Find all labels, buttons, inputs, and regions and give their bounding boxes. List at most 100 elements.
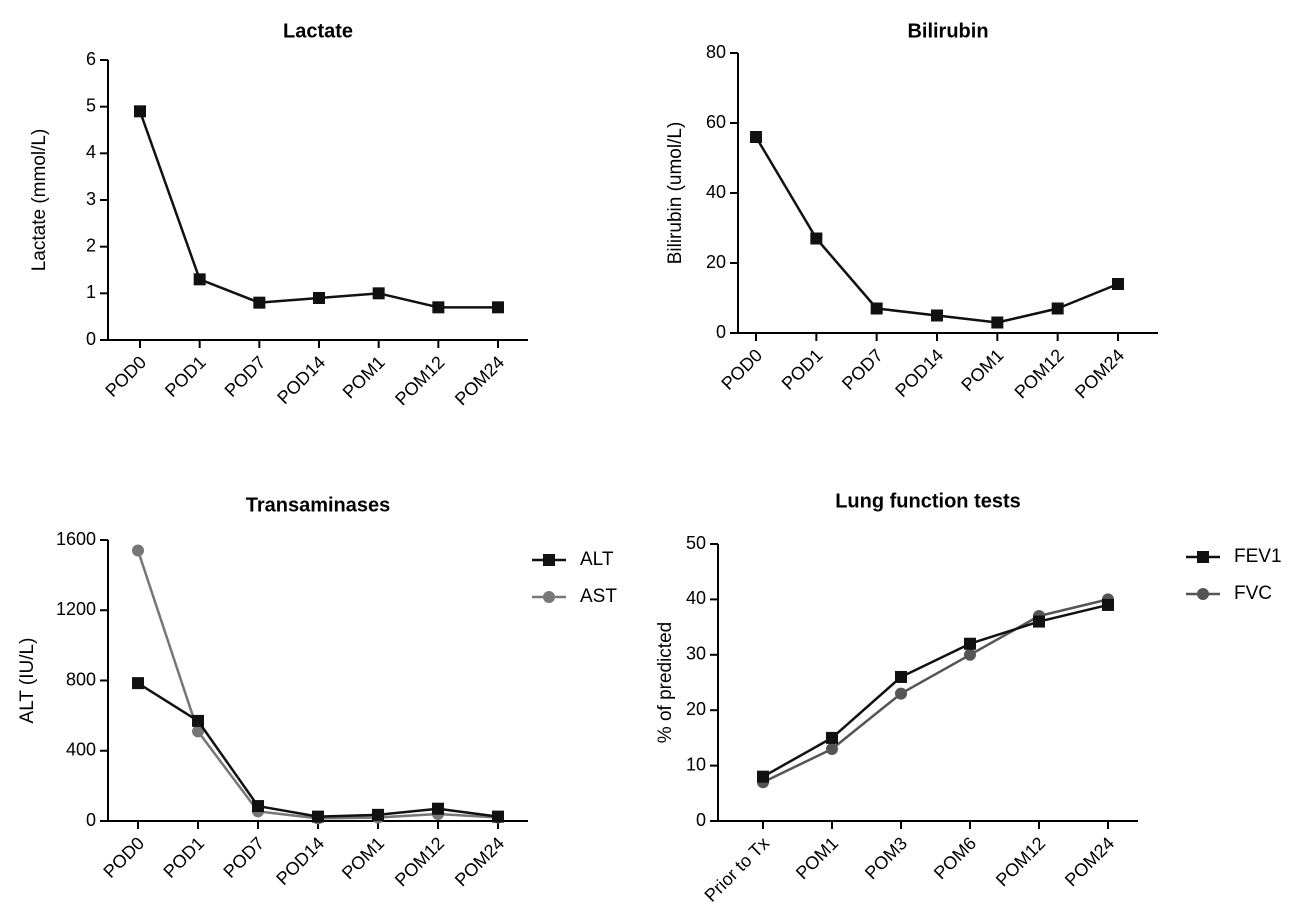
y-axis-label: Lactate (mmol/L)	[29, 129, 50, 272]
y-tick-label: 40	[686, 588, 706, 608]
data-point-main	[313, 292, 325, 304]
data-point-main	[492, 301, 504, 314]
y-tick-label: 20	[706, 252, 726, 272]
x-tick-label: POD14	[273, 352, 329, 408]
legend-marker	[543, 591, 555, 603]
data-point-fev1	[895, 670, 907, 683]
data-point-main	[870, 302, 883, 315]
chart-title: Bilirubin	[907, 20, 988, 42]
x-tick-label: POD7	[838, 345, 887, 394]
data-point-main	[1112, 278, 1124, 290]
data-point-fev1	[1102, 598, 1114, 611]
y-tick-label: 30	[686, 644, 706, 664]
series-line-alt	[137, 682, 499, 818]
legend-item-fvc: FVC	[1186, 583, 1272, 604]
legend-label: AST	[580, 586, 617, 607]
data-point-alt	[372, 808, 384, 821]
x-tick-label: POD0	[99, 833, 148, 882]
data-point-ast	[192, 725, 204, 738]
chart-panel-3: Transaminases ALT (IU/L) 0 400 800 1200 1600 PO…	[17, 494, 617, 890]
legend-label: FVC	[1234, 583, 1272, 604]
legend-label: FEV1	[1234, 546, 1282, 567]
y-tick-label: 20	[686, 699, 706, 719]
x-tick-label: POM24	[451, 352, 508, 409]
x-tick-label: Prior to Tx	[701, 833, 774, 906]
data-point-fvc	[895, 687, 907, 700]
x-tick-label: POD0	[101, 352, 150, 401]
data-point-main	[134, 105, 146, 118]
data-point-alt	[312, 810, 324, 823]
series-line-ast	[136, 550, 499, 820]
data-point-fev1	[826, 731, 838, 744]
y-tick-label: 0	[696, 810, 706, 830]
y-tick-label: 50	[686, 533, 706, 553]
x-tick-label: POM12	[1011, 345, 1068, 402]
y-axis-label: Bilirubin (umol/L)	[665, 122, 686, 265]
x-tick-label: POD7	[219, 833, 268, 882]
x-tick-label: POM6	[930, 833, 980, 883]
y-tick-label: 6	[86, 49, 96, 69]
data-point-ast	[132, 544, 144, 557]
legend-item-ast: AST	[532, 586, 617, 607]
data-point-main	[253, 296, 266, 309]
x-tick-label: POD1	[778, 345, 827, 394]
legend-label: ALT	[580, 549, 614, 570]
y-tick-label: 0	[86, 329, 96, 349]
y-tick-label: 80	[706, 42, 726, 62]
y-tick-label: 400	[66, 740, 96, 760]
x-tick-label: POM1	[338, 833, 388, 883]
x-tick-label: POM1	[339, 352, 389, 402]
y-tick-label: 1	[86, 282, 96, 302]
y-tick-label: 1200	[56, 599, 96, 619]
y-tick-label: 4	[86, 142, 96, 162]
data-point-main	[991, 316, 1004, 329]
x-tick-label: POD7	[221, 352, 270, 401]
y-axis-label: ALT (IU/L)	[17, 638, 38, 724]
y-tick-label: 5	[86, 95, 96, 115]
chart-panel-4: Lung function tests % of predicted 0 10 20 30…	[655, 490, 1282, 905]
chart-title: Lung function tests	[835, 490, 1021, 512]
chart-title: Transaminases	[246, 494, 391, 516]
y-tick-label: 2	[86, 235, 96, 255]
x-tick-label: POM12	[992, 833, 1049, 890]
series-line-fvc	[762, 598, 1109, 784]
legend-item-fev1: FEV1	[1186, 546, 1282, 567]
data-point-main	[432, 301, 445, 314]
data-point-main	[810, 232, 823, 245]
data-point-main	[750, 131, 762, 143]
x-tick-label: POD1	[161, 352, 210, 401]
x-tick-label: POM12	[391, 352, 448, 409]
x-tick-label: POM3	[861, 833, 911, 883]
data-point-fev1	[757, 770, 769, 783]
data-point-fev1	[1033, 615, 1045, 628]
data-point-fvc	[826, 742, 838, 755]
x-tick-label: POM24	[451, 833, 508, 890]
data-point-fvc	[964, 648, 976, 661]
y-tick-label: 0	[86, 810, 96, 830]
y-tick-label: 40	[706, 182, 726, 202]
x-tick-label: POM12	[391, 833, 448, 890]
data-point-alt	[132, 677, 144, 690]
series-line-fev1	[762, 603, 1109, 778]
x-tick-label: POD0	[717, 345, 766, 394]
data-point-main	[931, 309, 943, 322]
legend-item-alt: ALT	[532, 549, 614, 570]
data-point-main	[193, 273, 206, 286]
data-point-alt	[192, 714, 204, 727]
x-tick-label: POD1	[159, 833, 208, 882]
y-tick-label: 3	[86, 189, 96, 209]
data-point-alt	[252, 800, 264, 813]
x-tick-label: POD14	[891, 345, 947, 401]
data-point-fev1	[964, 637, 976, 650]
data-point-alt	[432, 802, 444, 815]
y-tick-label: 800	[66, 669, 96, 689]
y-axis-label: % of predicted	[655, 622, 676, 743]
series-line-main	[754, 136, 1119, 324]
data-point-alt	[492, 810, 504, 823]
data-point-main	[372, 287, 385, 300]
y-tick-label: 60	[706, 112, 726, 132]
x-tick-label: POM24	[1061, 833, 1118, 890]
x-tick-label: POM1	[792, 833, 842, 883]
